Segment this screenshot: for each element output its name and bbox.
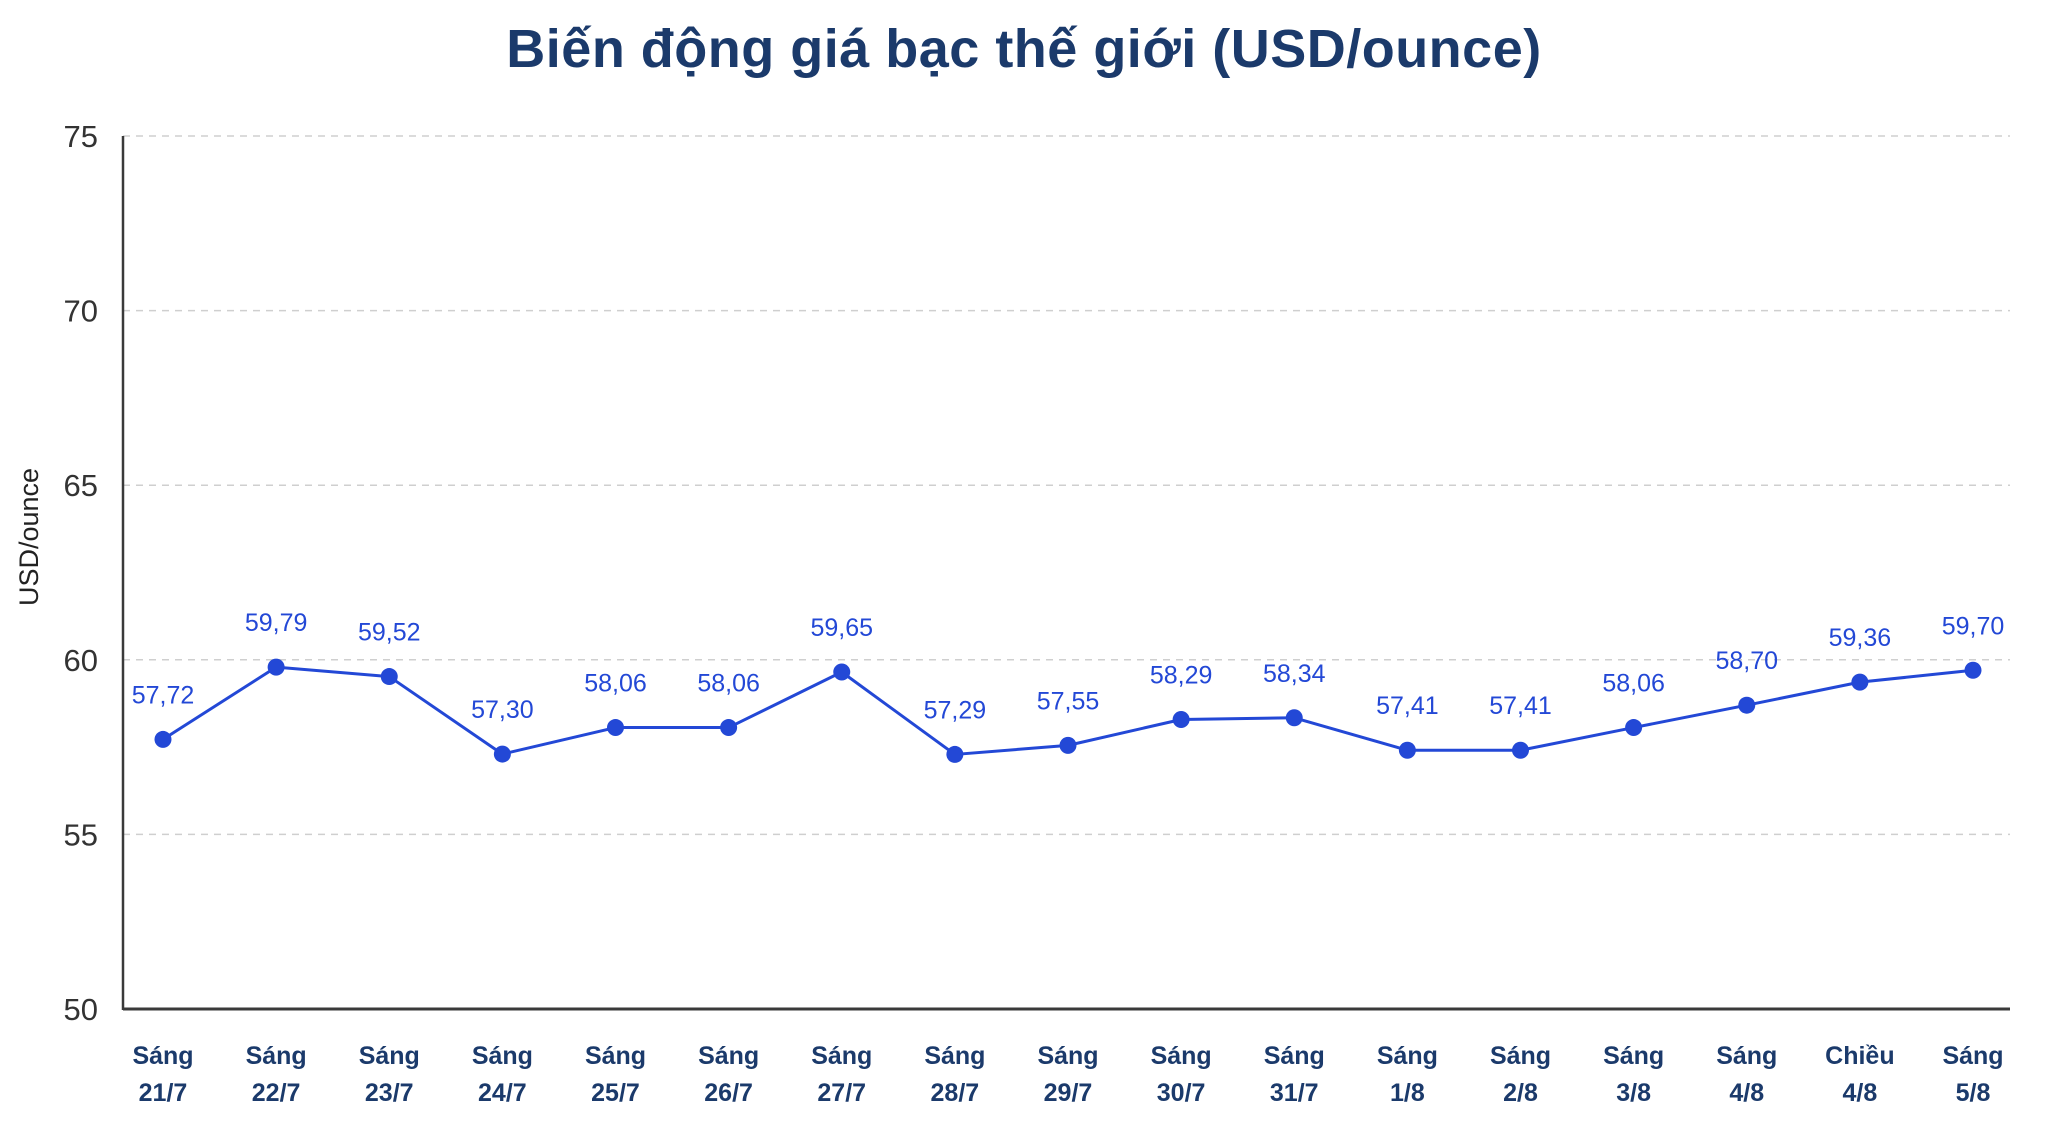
data-point	[1851, 673, 1869, 691]
x-tick-label-line2: 28/7	[931, 1079, 980, 1107]
x-tick-label-line1: Sáng	[1490, 1042, 1551, 1070]
data-point	[1964, 661, 1982, 679]
x-tick-label-line1: Sáng	[472, 1042, 533, 1070]
x-tick-label-line1: Sáng	[246, 1042, 307, 1070]
data-label: 58,06	[584, 670, 647, 698]
x-tick-label-line2: 22/7	[252, 1079, 301, 1107]
data-point	[1512, 741, 1529, 759]
x-tick-label-line1: Sáng	[359, 1042, 420, 1070]
x-tick-label-line1: Sáng	[585, 1042, 646, 1070]
y-tick-label: 60	[64, 643, 98, 678]
data-label: 58,06	[697, 670, 760, 698]
data-point	[1172, 711, 1190, 729]
data-label: 58,06	[1602, 670, 1665, 698]
data-label: 59,52	[358, 619, 421, 647]
x-tick-label-line1: Sáng	[1603, 1042, 1664, 1070]
x-tick-label-line1: Sáng	[924, 1042, 985, 1070]
x-tick-label-line1: Sáng	[1151, 1042, 1212, 1070]
y-tick-label: 55	[64, 817, 98, 852]
x-tick-label-line1: Sáng	[1716, 1042, 1777, 1070]
y-tick-label: 50	[64, 992, 98, 1027]
x-tick-label-line2: 29/7	[1044, 1079, 1093, 1107]
x-tick-label-line2: 2/8	[1503, 1079, 1538, 1107]
x-tick-label-line1: Sáng	[698, 1042, 759, 1070]
x-tick-label-line2: 31/7	[1270, 1079, 1319, 1107]
axes	[121, 136, 2010, 1011]
x-tick-label-line2: 21/7	[139, 1079, 188, 1107]
data-label: 59,36	[1829, 624, 1892, 652]
x-tick-label-line2: 24/7	[478, 1079, 527, 1107]
x-tick-label-line2: 1/8	[1390, 1079, 1425, 1107]
data-label: 57,72	[132, 681, 195, 709]
data-point	[1059, 736, 1077, 754]
data-point	[380, 668, 398, 686]
x-tick-label-line2: 27/7	[817, 1079, 866, 1107]
data-point	[267, 658, 285, 676]
x-tick-label-line2: 4/8	[1729, 1079, 1764, 1107]
data-label: 59,79	[245, 609, 308, 637]
data-label: 59,70	[1942, 612, 2005, 640]
data-point	[833, 663, 851, 681]
data-label: 57,55	[1037, 687, 1100, 715]
x-tick-label-line1: Sáng	[811, 1042, 872, 1070]
data-label: 58,34	[1263, 660, 1326, 688]
data-label: 57,29	[924, 696, 987, 724]
x-tick-label-line1: Sáng	[1377, 1042, 1438, 1070]
x-tick-label-line2: 3/8	[1616, 1079, 1651, 1107]
data-label: 58,70	[1715, 647, 1778, 675]
x-tick-label-line1: Sáng	[1037, 1042, 1098, 1070]
data-labels: 57,72 59,79 59,52 57,30 58,06 58,06 59,65 57,29…	[132, 609, 2005, 724]
x-tick-label-line2: 4/8	[1842, 1079, 1877, 1107]
x-tick-label-line2: 23/7	[365, 1079, 414, 1107]
data-point	[1398, 741, 1416, 759]
x-tick-label-line1: Chiều	[1825, 1042, 1894, 1070]
y-tick-label: 70	[64, 294, 98, 329]
y-tick-label: 75	[64, 119, 98, 154]
x-tick-labels: Sáng 21/7 Sáng 22/7 Sáng 23/7 Sáng 24/7 Sáng 25/7…	[132, 1042, 2003, 1107]
y-tick-label: 65	[64, 468, 98, 503]
data-point	[607, 719, 624, 737]
data-label: 58,29	[1150, 662, 1213, 690]
series-silver-price	[154, 658, 1982, 763]
data-point	[720, 719, 738, 737]
data-label: 57,41	[1489, 692, 1552, 720]
data-point	[154, 730, 172, 748]
x-tick-label-line2: 30/7	[1157, 1079, 1206, 1107]
x-tick-label-line2: 5/8	[1956, 1079, 1991, 1107]
y-axis-title: USD/ounce	[14, 468, 44, 606]
data-label: 57,30	[471, 696, 534, 724]
y-tick-labels: 50 55 60 65 70 75	[64, 119, 98, 1027]
data-label: 57,41	[1376, 692, 1439, 720]
x-tick-label-line2: 25/7	[591, 1079, 640, 1107]
data-label: 59,65	[810, 614, 873, 642]
data-point	[1625, 719, 1643, 737]
data-point	[1738, 696, 1756, 714]
data-point	[1285, 709, 1303, 727]
chart-title: Biến động giá bạc thế giới (USD/ounce)	[506, 19, 1542, 79]
x-tick-label-line2: 26/7	[704, 1079, 753, 1107]
x-tick-label-line1: Sáng	[1264, 1042, 1325, 1070]
x-tick-label-line1: Sáng	[132, 1042, 193, 1070]
x-tick-label-line1: Sáng	[1942, 1042, 2003, 1070]
data-point	[946, 745, 964, 763]
data-point	[493, 745, 511, 763]
gridlines	[123, 135, 2010, 836]
